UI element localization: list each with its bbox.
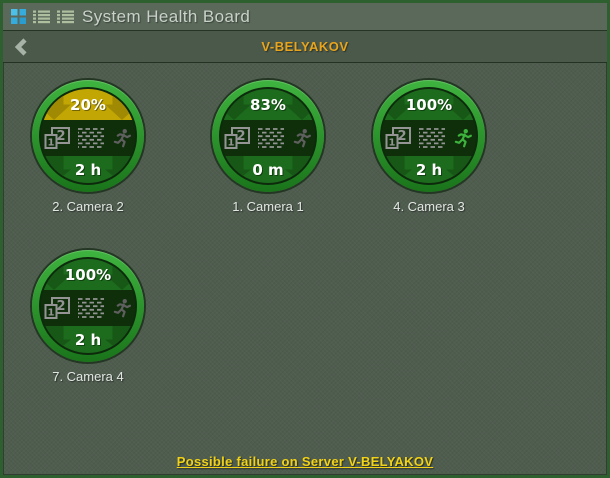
svg-text:2: 2 — [56, 129, 65, 144]
uptime-section: 2 h — [382, 156, 476, 183]
noise-pattern-icon — [257, 128, 284, 148]
list-view-icon[interactable] — [57, 10, 74, 24]
gauge-icon-strip: 2 1 — [221, 120, 315, 156]
camera-label: 2. Camera 2 — [52, 199, 124, 214]
down-arrow-icon — [285, 156, 315, 183]
noise-pattern-icon — [77, 298, 104, 318]
gauge-ring: 20% 2 1 — [32, 80, 144, 192]
down-arrow-icon — [221, 89, 251, 120]
camera-label: 4. Camera 3 — [393, 199, 465, 214]
gauge-ring: 83% 2 1 — [212, 80, 324, 192]
camera-health-gauge[interactable]: 100% 2 1 — [23, 250, 153, 384]
percent-value: 100% — [405, 95, 453, 114]
camera-label: 7. Camera 4 — [52, 369, 124, 384]
gauge-ring: 100% 2 1 — [373, 80, 485, 192]
down-arrow-icon — [446, 156, 476, 183]
svg-text:2: 2 — [236, 129, 245, 144]
time-value: 2 h — [74, 330, 102, 349]
grid-view-icon[interactable] — [11, 9, 26, 24]
sub-header: V-BELYAKOV — [3, 31, 607, 63]
percent-value: 100% — [64, 265, 112, 284]
down-arrow-icon — [285, 89, 315, 120]
window-title: System Health Board — [82, 6, 251, 26]
percent-value: 20% — [70, 95, 106, 114]
down-arrow-icon — [105, 156, 135, 183]
gauge-icon-strip: 2 1 — [41, 290, 135, 326]
down-arrow-icon — [41, 156, 71, 183]
down-arrow-icon — [105, 326, 135, 353]
percent-value: 83% — [250, 95, 286, 114]
svg-text:2: 2 — [397, 129, 406, 144]
back-chevron-icon[interactable] — [12, 37, 32, 57]
title-bar-icons — [11, 9, 74, 24]
noise-pattern-icon — [77, 128, 104, 148]
frames-12-icon: 2 1 — [385, 126, 411, 149]
gauge-ring: 100% 2 1 — [32, 250, 144, 362]
availability-section: 83% — [221, 89, 315, 120]
availability-section: 100% — [382, 89, 476, 120]
motion-runner-icon — [113, 299, 131, 318]
time-value: 0 m — [252, 160, 284, 179]
gauge-icon-strip: 2 1 — [382, 120, 476, 156]
uptime-section: 0 m — [221, 156, 315, 183]
camera-health-gauge[interactable]: 83% 2 1 — [203, 80, 333, 214]
uptime-section: 2 h — [41, 156, 135, 183]
down-arrow-icon — [221, 156, 251, 183]
camera-health-gauge[interactable]: 100% 2 1 — [364, 80, 494, 214]
motion-runner-icon — [293, 129, 311, 148]
frames-12-icon: 2 1 — [44, 296, 70, 319]
motion-runner-icon — [113, 129, 131, 148]
server-failure-warning-link[interactable]: Possible failure on Server V-BELYAKOV — [176, 454, 434, 469]
motion-runner-icon — [454, 129, 472, 148]
availability-section: 100% — [41, 259, 135, 290]
down-arrow-icon — [382, 156, 412, 183]
camera-label: 1. Camera 1 — [232, 199, 304, 214]
noise-pattern-icon — [418, 128, 445, 148]
title-bar: System Health Board — [3, 3, 607, 31]
down-arrow-icon — [105, 89, 135, 120]
gauge-icon-strip: 2 1 — [41, 120, 135, 156]
frames-12-icon: 2 1 — [224, 126, 250, 149]
svg-text:1: 1 — [47, 307, 54, 318]
availability-section: 20% — [41, 89, 135, 120]
down-arrow-icon — [41, 89, 71, 120]
svg-text:1: 1 — [227, 137, 234, 148]
down-arrow-icon — [41, 326, 71, 353]
content-area: 20% 2 1 — [3, 63, 607, 473]
svg-text:2: 2 — [56, 299, 65, 314]
list-view-icon[interactable] — [33, 10, 50, 24]
server-name-title: V-BELYAKOV — [261, 39, 349, 54]
uptime-section: 2 h — [41, 326, 135, 353]
frames-12-icon: 2 1 — [44, 126, 70, 149]
camera-health-gauge[interactable]: 20% 2 1 — [23, 80, 153, 214]
svg-text:1: 1 — [388, 137, 395, 148]
time-value: 2 h — [415, 160, 443, 179]
time-value: 2 h — [74, 160, 102, 179]
svg-text:1: 1 — [47, 137, 54, 148]
